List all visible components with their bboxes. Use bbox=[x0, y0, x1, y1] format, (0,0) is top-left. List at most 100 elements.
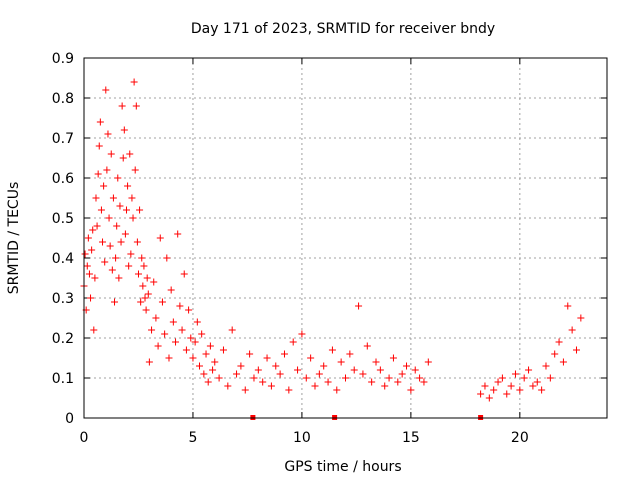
data-point bbox=[189, 354, 197, 362]
chart-title: Day 171 of 2023, SRMTID for receiver bnd… bbox=[191, 21, 495, 37]
data-point bbox=[85, 270, 93, 278]
data-point bbox=[246, 350, 254, 358]
data-point bbox=[416, 374, 424, 382]
data-point bbox=[564, 302, 572, 310]
data-point bbox=[206, 342, 214, 350]
data-point bbox=[525, 366, 533, 374]
data-point bbox=[117, 238, 125, 246]
data-point bbox=[141, 294, 149, 302]
data-point bbox=[195, 362, 203, 370]
data-point bbox=[298, 330, 306, 338]
data-point bbox=[337, 358, 345, 366]
data-point bbox=[359, 370, 367, 378]
x-tick-label: 5 bbox=[188, 430, 197, 446]
data-point bbox=[111, 298, 119, 306]
data-point bbox=[572, 346, 580, 354]
data-point bbox=[233, 370, 241, 378]
data-point bbox=[403, 362, 411, 370]
data-point bbox=[126, 150, 134, 158]
data-point bbox=[568, 326, 576, 334]
data-point bbox=[163, 254, 171, 262]
y-tick-label: 0.3 bbox=[52, 291, 74, 307]
data-point bbox=[407, 386, 415, 394]
data-point bbox=[267, 382, 275, 390]
data-point bbox=[516, 386, 524, 394]
data-point bbox=[276, 370, 284, 378]
data-point bbox=[490, 386, 498, 394]
data-point bbox=[104, 130, 112, 138]
data-point bbox=[100, 182, 108, 190]
data-point bbox=[174, 230, 182, 238]
data-point bbox=[272, 362, 280, 370]
data-point bbox=[112, 254, 120, 262]
data-point bbox=[89, 226, 97, 234]
y-tick-label: 0.9 bbox=[52, 51, 74, 67]
data-point bbox=[250, 374, 258, 382]
data-point bbox=[106, 242, 114, 250]
data-point bbox=[577, 314, 585, 322]
data-point bbox=[131, 166, 139, 174]
tick-layer: 0 0.1 0.2 0.3 0.4 0.5 0.6 0.7 0.8 0.9 0 5 10 15 20 bbox=[52, 51, 607, 446]
data-point bbox=[125, 262, 133, 270]
data-point bbox=[88, 246, 96, 254]
data-point bbox=[302, 374, 310, 382]
data-point bbox=[90, 326, 98, 334]
data-point bbox=[191, 338, 199, 346]
data-point bbox=[113, 222, 121, 230]
data-point bbox=[154, 342, 162, 350]
y-tick-label: 0.2 bbox=[52, 331, 74, 347]
data-point bbox=[424, 358, 432, 366]
data-point bbox=[114, 174, 122, 182]
data-point bbox=[294, 366, 302, 374]
data-point bbox=[148, 326, 156, 334]
y-tick-label: 0.7 bbox=[52, 131, 74, 147]
data-point bbox=[228, 326, 236, 334]
data-point bbox=[503, 390, 511, 398]
data-point bbox=[152, 314, 160, 322]
y-tick-label: 0.1 bbox=[52, 371, 74, 387]
data-point bbox=[555, 338, 563, 346]
y-tick-label: 0 bbox=[65, 411, 74, 427]
data-point bbox=[241, 386, 249, 394]
data-point bbox=[324, 378, 332, 386]
data-point bbox=[158, 298, 166, 306]
data-point bbox=[143, 274, 151, 282]
data-point bbox=[215, 374, 223, 382]
data-point bbox=[551, 350, 559, 358]
data-point bbox=[494, 378, 502, 386]
data-point bbox=[200, 370, 208, 378]
data-point bbox=[398, 370, 406, 378]
data-point bbox=[511, 370, 519, 378]
data-point bbox=[180, 270, 188, 278]
x-axis-label: GPS time / hours bbox=[284, 459, 401, 475]
data-point bbox=[91, 274, 99, 282]
x-tick-label: 15 bbox=[402, 430, 420, 446]
data-point bbox=[127, 250, 135, 258]
data-point bbox=[94, 170, 102, 178]
data-point bbox=[165, 354, 173, 362]
data-point bbox=[529, 382, 537, 390]
data-point bbox=[559, 358, 567, 366]
data-point bbox=[187, 334, 195, 342]
data-point bbox=[498, 374, 506, 382]
data-point bbox=[372, 358, 380, 366]
data-point bbox=[121, 230, 129, 238]
data-point bbox=[176, 302, 184, 310]
data-point bbox=[178, 326, 186, 334]
data-point bbox=[84, 234, 92, 242]
data-point bbox=[355, 302, 363, 310]
data-point bbox=[315, 370, 323, 378]
data-point bbox=[254, 366, 262, 374]
data-point bbox=[385, 374, 393, 382]
data-point bbox=[363, 342, 371, 350]
data-point bbox=[346, 350, 354, 358]
y-tick-label: 0.4 bbox=[52, 251, 74, 267]
data-point bbox=[381, 382, 389, 390]
data-point bbox=[105, 214, 113, 222]
data-point bbox=[137, 298, 145, 306]
data-point bbox=[185, 306, 193, 314]
data-point bbox=[97, 206, 105, 214]
x-tick-label: 0 bbox=[80, 430, 89, 446]
data-point bbox=[128, 194, 136, 202]
